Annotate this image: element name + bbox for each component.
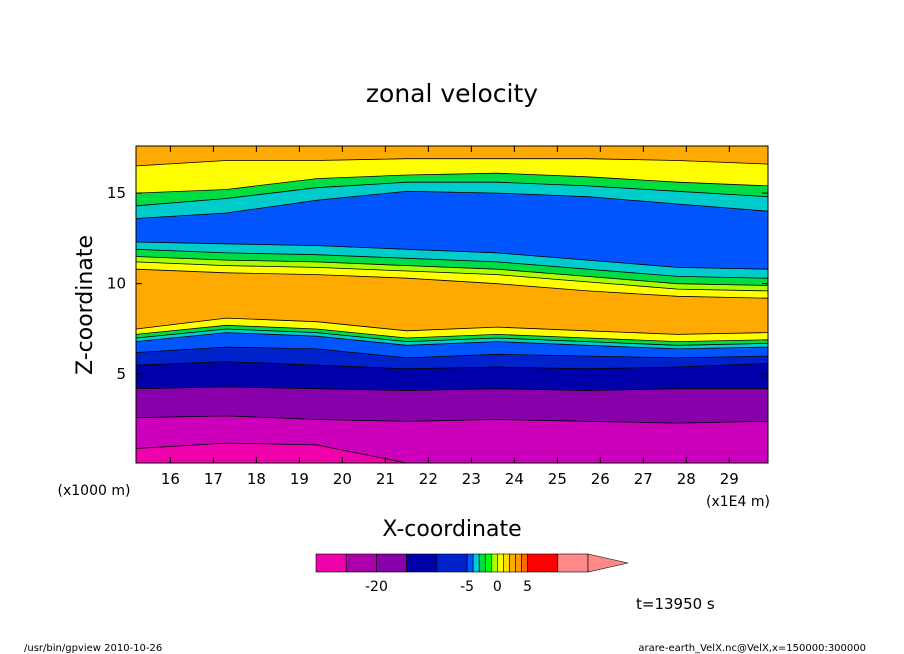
x-tick-label: 24 [505,470,524,488]
y-axis-label: Z-coordinate [73,235,98,375]
colorbar-cell [472,553,480,573]
colorbar-cell [478,553,486,573]
y-tick-label: 5 [116,365,126,383]
time-label: t=13950 s [636,595,715,613]
contour-line-8 [136,317,768,335]
x-tick-label: 29 [720,470,739,488]
contour-line-14 [136,190,768,219]
colorbar-labels: -20 -5 0 5 [365,579,532,595]
y-unit-label: (x1000 m) [58,483,131,499]
y-axis-ticks: 5 10 15 [107,184,768,383]
colorbar-cell [490,553,498,573]
plot-frame [135,145,769,464]
contour-line-5 [136,332,768,350]
colorbar-cell [484,553,492,573]
contour-line-3 [136,361,768,370]
colorbar-label: -20 [365,579,388,595]
x-tick-label: 27 [634,470,653,488]
colorbar-cell [436,553,468,573]
contour-line-10 [136,261,768,292]
x-tick-label: 18 [247,470,266,488]
colorbar-cell [557,553,589,573]
y-tick-label: 10 [107,275,126,293]
contour-line-16 [136,172,768,194]
source-footer: arare-earth_VelX.nc@VelX,x=150000:300000 [638,643,866,654]
x-tick-label: 28 [677,470,696,488]
contour-bands [136,146,768,463]
colorbar-label: 0 [493,579,502,595]
x-axis-ticks: 16 17 18 19 20 21 22 23 24 25 26 27 28 29 [161,146,739,488]
colorbar-cell [345,553,377,573]
colorbar [315,553,629,573]
contour-line-9 [136,268,768,299]
colorbar-cell [315,553,347,573]
program-footer: /usr/bin/gpview 2010-10-26 [24,643,162,654]
x-axis-label: X-coordinate [382,517,521,542]
colorbar-cell [406,553,438,573]
contour-line-4 [136,346,768,359]
x-tick-label: 22 [419,470,438,488]
x-tick-label: 16 [161,470,180,488]
y-tick-label: 15 [107,184,126,202]
x-tick-label: 21 [376,470,395,488]
colorbar-cell [509,553,516,573]
x-tick-label: 25 [548,470,567,488]
x-tick-label: 17 [204,470,223,488]
colorbar-cell [376,553,407,573]
contour-line-17 [136,158,768,167]
x-tick-label: 23 [462,470,481,488]
colorbar-cell [497,553,504,573]
x-tick-label: 26 [591,470,610,488]
contour-line-1 [136,415,768,424]
colorbar-cell [515,553,522,573]
contour-line-12 [136,248,768,279]
colorbar-cell [527,553,559,573]
contour-line-2 [136,386,768,391]
contour-line-6 [136,328,768,346]
chart-title: zonal velocity [366,79,538,108]
contour-line-13 [136,241,768,270]
contour-line-0 [136,442,768,463]
colorbar-label: -5 [460,579,474,595]
contour-line-15 [136,181,768,207]
contour-line-11 [136,256,768,286]
x-unit-label: (x1E4 m) [706,494,770,510]
colorbar-extend-arrow [587,553,629,573]
colorbar-cell [521,553,528,573]
x-tick-label: 19 [290,470,309,488]
colorbar-cell [466,553,474,573]
contour-lines [136,146,768,463]
x-tick-label: 20 [333,470,352,488]
colorbar-cell [503,553,510,573]
contour-line-7 [136,324,768,343]
colorbar-label: 5 [523,579,532,595]
